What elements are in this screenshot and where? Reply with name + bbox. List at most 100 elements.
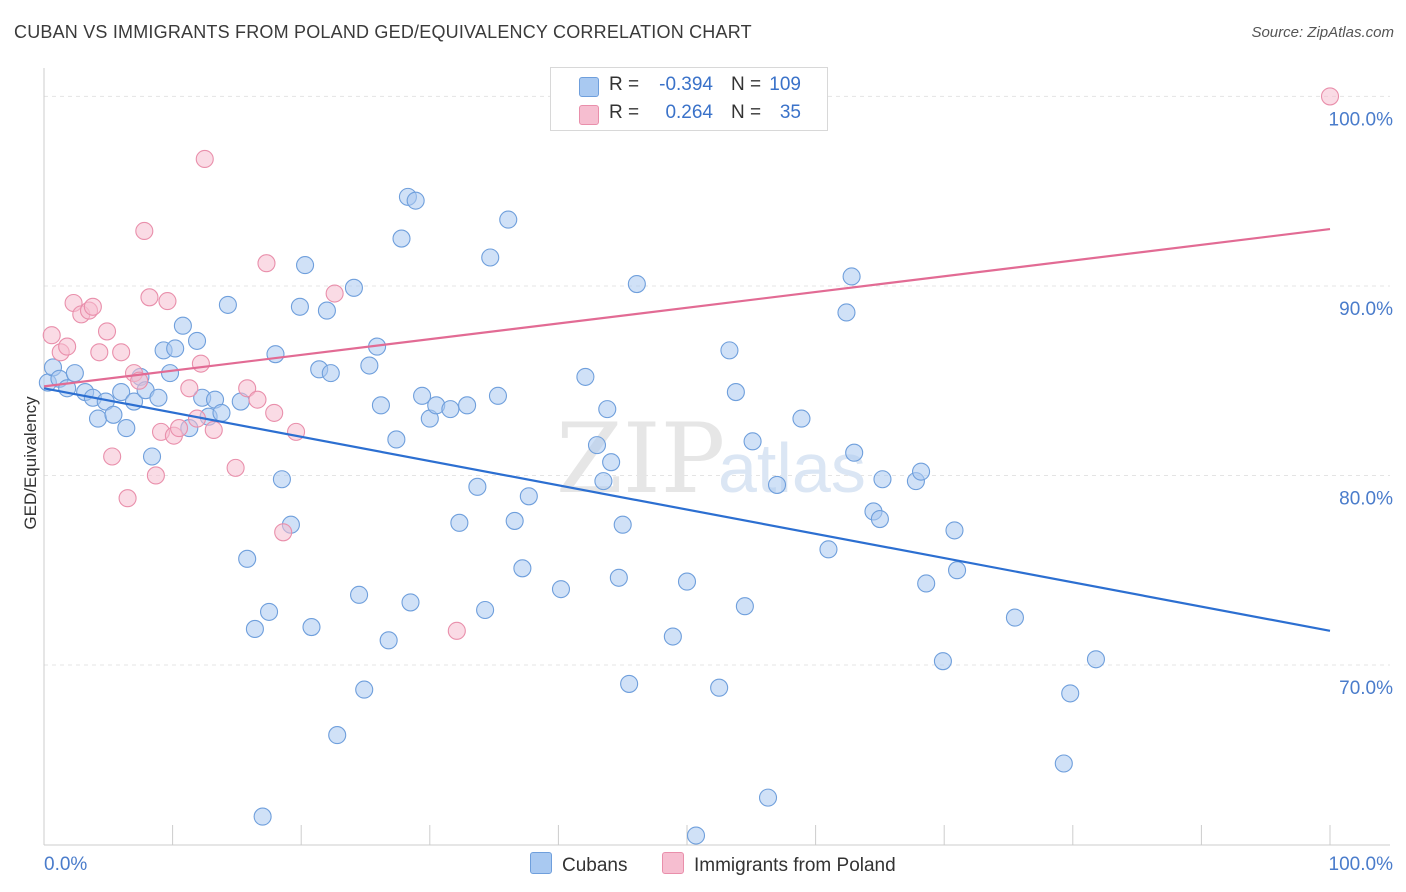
cuban-point xyxy=(551,580,571,599)
cuban-point xyxy=(245,619,264,639)
cuban-point xyxy=(758,788,778,807)
bottom-legend-swatch-cubans xyxy=(530,852,552,874)
legend-n-value: 109 xyxy=(769,74,801,95)
cuban-point xyxy=(767,475,787,494)
bottom-legend-cubans: Cubans xyxy=(530,852,628,877)
poland-trend-line xyxy=(43,227,1331,388)
cuban-point xyxy=(933,652,952,671)
axis-labels: 70.0% 80.0% 90.0% 100.0% 0.0% 100.0% GED/Equiv… xyxy=(21,109,1393,875)
poland-point xyxy=(265,403,284,422)
poland-point xyxy=(146,466,165,485)
watermark-atlas: atlas xyxy=(718,429,866,507)
legend-r-label: R = xyxy=(609,74,640,95)
y-axis-title: GED/Equivalency xyxy=(21,396,40,530)
cuban-point xyxy=(117,419,136,438)
cuban-point xyxy=(912,462,931,481)
poland-point xyxy=(90,343,109,362)
cuban-point xyxy=(594,472,613,491)
cuban-point xyxy=(513,559,532,578)
bottom-legend-label-cubans: Cubans xyxy=(562,855,628,876)
cuban-point xyxy=(458,396,477,415)
cuban-point xyxy=(627,274,646,294)
cuban-point xyxy=(112,383,131,402)
cuban-point xyxy=(598,400,617,419)
cuban-point xyxy=(519,487,538,506)
cuban-point xyxy=(290,297,309,316)
cuban-point xyxy=(663,627,682,646)
poland-point xyxy=(248,390,267,409)
poland-point xyxy=(97,322,117,341)
cuban-point xyxy=(945,521,964,540)
cuban-point xyxy=(468,477,487,496)
cuban-point xyxy=(187,331,207,350)
poland-point xyxy=(191,354,210,373)
poland-point xyxy=(130,371,149,390)
chart-title: CUBAN VS IMMIGRANTS FROM POLAND GED/EQUI… xyxy=(14,22,752,42)
cuban-point xyxy=(218,295,237,314)
cuban-point xyxy=(413,386,432,405)
cuban-point xyxy=(917,574,936,593)
axes xyxy=(43,68,1390,846)
poland-point xyxy=(204,420,223,440)
grid-lines xyxy=(44,95,1390,666)
x-tick-label: 100.0% xyxy=(1329,854,1394,875)
poland-point xyxy=(158,292,177,311)
cuban-point xyxy=(837,303,856,322)
poland-point xyxy=(195,149,214,169)
cuban-point xyxy=(88,409,108,428)
legend-n-value: 35 xyxy=(779,102,801,123)
poland-point xyxy=(1320,87,1340,106)
x-tick-label: 0.0% xyxy=(44,854,87,875)
legend-swatch-poland xyxy=(579,105,599,125)
cuban-point xyxy=(677,572,697,591)
poland-point xyxy=(325,284,344,303)
watermark: ZIP atlas xyxy=(556,403,866,515)
cuban-point xyxy=(406,191,425,210)
cuban-point xyxy=(481,248,500,267)
legend-r-value: 0.264 xyxy=(665,102,713,123)
legend-r-value: -0.394 xyxy=(659,74,713,95)
cuban-point xyxy=(65,364,84,383)
cuban-point xyxy=(602,453,621,472)
cuban-point xyxy=(870,509,889,529)
correlation-legend: R = -0.394 N = 109 R = 0.264 N = 35 xyxy=(550,67,828,131)
cuban-point xyxy=(1005,608,1024,627)
bottom-legend-swatch-poland xyxy=(662,852,684,874)
y-tick-label: 70.0% xyxy=(1339,678,1393,699)
cuban-point xyxy=(720,341,739,360)
cuban-point xyxy=(686,826,706,845)
cuban-point xyxy=(387,430,406,449)
cuban-point xyxy=(212,403,231,422)
poland-point xyxy=(42,326,61,345)
cuban-point xyxy=(792,409,811,428)
series-poland xyxy=(42,87,1340,640)
watermark-zip: ZIP xyxy=(556,403,725,515)
cuban-point xyxy=(1054,754,1073,773)
cuban-point xyxy=(441,400,460,419)
cuban-point xyxy=(296,256,315,275)
poland-point xyxy=(135,221,154,241)
legend-swatch-cubans xyxy=(579,77,599,97)
cuban-point xyxy=(149,388,168,407)
cuban-point xyxy=(166,339,185,358)
cuban-point xyxy=(401,593,420,612)
cuban-point xyxy=(845,443,864,462)
cuban-point xyxy=(328,726,347,745)
cuban-point xyxy=(253,807,272,826)
poland-point xyxy=(274,523,293,542)
cuban-point xyxy=(735,597,754,616)
cuban-point xyxy=(302,618,321,637)
y-tick-label: 80.0% xyxy=(1339,488,1393,509)
legend-n-label: N = xyxy=(731,102,762,123)
legend-row-cubans: R = -0.394 N = 109 xyxy=(551,72,827,100)
cuban-point xyxy=(710,678,729,697)
legend-n-label: N = xyxy=(731,74,762,95)
trend-lines xyxy=(43,227,1331,632)
cuban-point xyxy=(259,602,279,621)
cuban-point xyxy=(450,513,469,532)
cuban-point xyxy=(609,568,628,587)
cuban-point xyxy=(142,447,162,466)
cuban-point xyxy=(1086,650,1105,669)
poland-point xyxy=(169,419,189,438)
